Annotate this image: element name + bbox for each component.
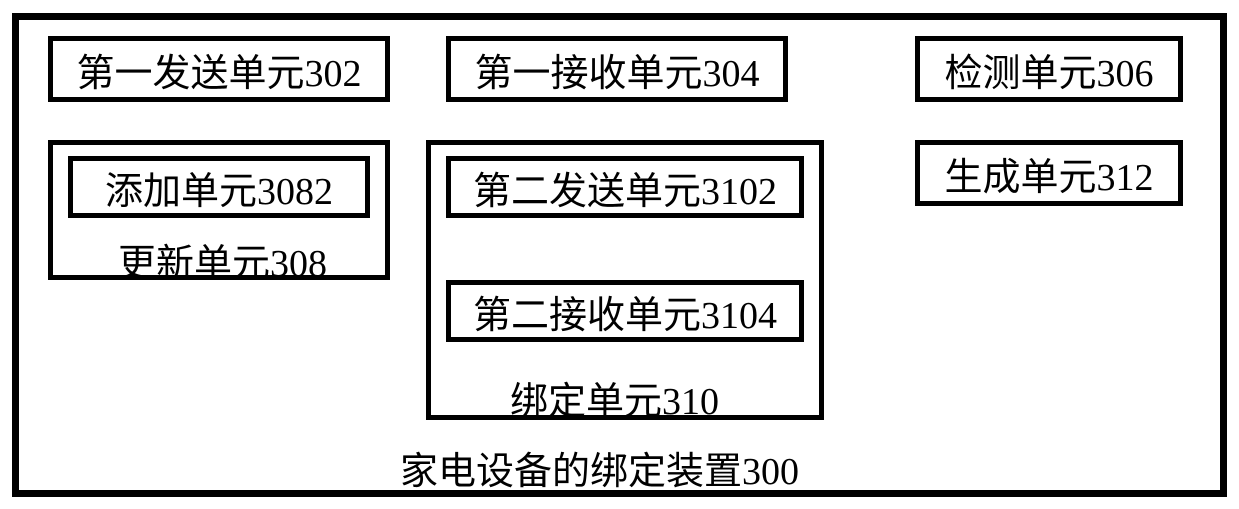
box-label: 第一发送单元302	[76, 42, 361, 97]
box-label: 检测单元306	[944, 42, 1153, 97]
box-label: 第二发送单元3102	[473, 160, 777, 215]
diagram-title: 家电设备的绑定装置300	[400, 440, 799, 495]
group-bind-label: 绑定单元310	[510, 370, 719, 425]
box-first-recv-unit: 第一接收单元304	[446, 36, 788, 102]
box-detect-unit: 检测单元306	[915, 36, 1183, 102]
box-label: 第二接收单元3104	[473, 284, 777, 339]
box-first-send-unit: 第一发送单元302	[48, 36, 390, 102]
group-update-label: 更新单元308	[118, 232, 327, 287]
box-add-unit: 添加单元3082	[68, 156, 370, 218]
box-second-recv-unit: 第二接收单元3104	[446, 280, 804, 342]
box-label: 添加单元3082	[105, 160, 333, 215]
box-generate-unit: 生成单元312	[915, 140, 1183, 206]
box-label: 生成单元312	[944, 146, 1153, 201]
box-second-send-unit: 第二发送单元3102	[446, 156, 804, 218]
box-label: 第一接收单元304	[474, 42, 759, 97]
